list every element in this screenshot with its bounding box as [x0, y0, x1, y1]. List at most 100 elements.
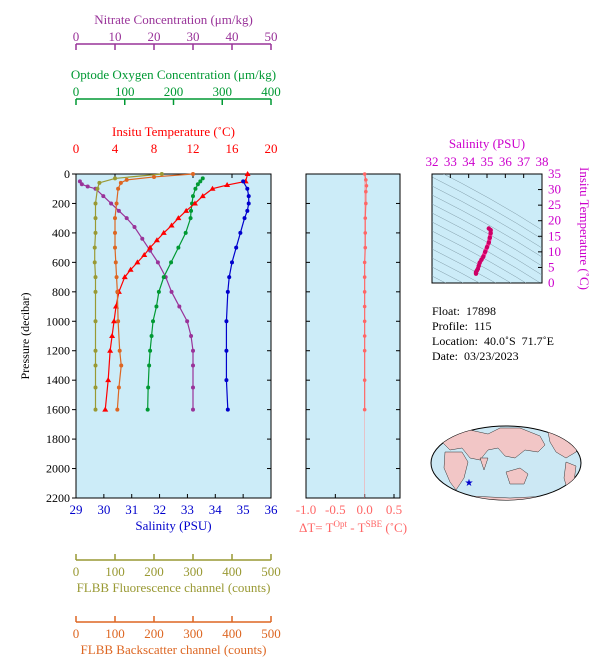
delta-t-point: [362, 260, 367, 265]
data-point: [183, 230, 188, 235]
profile-plot-area: [75, 173, 272, 499]
ts-contour: [432, 248, 497, 283]
data-point: [93, 230, 98, 235]
bottom-axis-tick-label: 29: [70, 502, 83, 517]
ts-point: [488, 230, 493, 236]
data-point: [188, 216, 193, 221]
delta-t-point: [362, 275, 367, 279]
top-axis-tick-label: 0: [73, 29, 80, 44]
float-location: Location: 40.0˚S 71.7˚E: [432, 334, 554, 348]
pressure-tick-label: 200: [52, 196, 70, 210]
ts-contour: [432, 239, 512, 283]
bottom-axis-tick-label: 100: [105, 564, 125, 579]
ts-contour: [432, 194, 542, 258]
data-point: [147, 363, 152, 368]
bottom-axis-tick-label: 400: [222, 564, 242, 579]
pressure-tick-label: 1600: [46, 403, 70, 417]
world-map: ★: [430, 425, 582, 501]
data-point: [147, 244, 154, 250]
data-point: [193, 186, 198, 191]
data-point: [200, 176, 205, 181]
pressure-axis-label: Pressure (decibar): [18, 293, 32, 380]
pressure-tick-label: 1000: [46, 314, 70, 328]
data-point: [140, 236, 145, 241]
delta-t-tick-label: 0.5: [386, 502, 402, 517]
data-point: [124, 177, 129, 182]
delta-t-point: [363, 245, 368, 250]
data-point: [189, 208, 194, 213]
ts-point: [486, 240, 492, 245]
data-point: [183, 207, 190, 213]
ts-ytick-label: 0: [548, 275, 555, 290]
delta-t-point: [364, 201, 368, 206]
data-point: [134, 259, 141, 265]
bottom-axis-tick-label: 0: [73, 564, 80, 579]
delta-t-point: [364, 183, 369, 188]
data-point: [152, 174, 156, 179]
pressure-tick-label: 2200: [46, 491, 70, 505]
data-point: [127, 266, 134, 272]
data-point: [225, 407, 230, 412]
ts-contour: [432, 275, 447, 283]
delta-t-point: [362, 407, 367, 412]
pressure-tick-label: 600: [52, 255, 70, 269]
bottom-axis-tick-label: 0: [73, 626, 80, 641]
data-point: [169, 289, 174, 294]
data-point: [101, 194, 106, 199]
data-point: [244, 171, 251, 176]
data-point: [77, 179, 82, 184]
top-axis-tick-label: 8: [151, 141, 158, 156]
top-axis-tick-label: 10: [109, 29, 122, 44]
delta-t-tick-label: -1.0: [296, 502, 317, 517]
data-point: [154, 304, 159, 309]
top-axis-tick-label: 50: [265, 29, 278, 44]
data-point: [111, 318, 118, 324]
data-point: [116, 186, 121, 191]
data-point: [169, 260, 174, 265]
delta-t-point: [362, 334, 367, 338]
ts-point: [482, 249, 488, 255]
ts-ytick-label: 20: [548, 213, 561, 228]
data-point: [93, 363, 98, 368]
ts-y-axis-label: Insitu Temperature (˚C): [577, 167, 592, 290]
data-point: [199, 193, 206, 199]
bottom-axis-tick-label: 31: [125, 502, 138, 517]
data-point: [246, 194, 251, 199]
map-land-india: [479, 457, 489, 471]
ts-xtick-label: 35: [481, 154, 494, 169]
data-point: [191, 363, 195, 368]
ts-ytick-label: 35: [548, 166, 561, 181]
data-point: [242, 216, 247, 221]
top-axis-tick-label: 30: [187, 29, 200, 44]
delta-t-point: [362, 290, 367, 294]
data-point: [116, 208, 121, 213]
bottom-axis-tick-label: 300: [183, 564, 203, 579]
data-point: [189, 334, 194, 338]
pressure-tick-label: 800: [52, 285, 70, 299]
data-point: [148, 348, 153, 353]
data-point: [102, 406, 109, 412]
data-point: [93, 201, 98, 206]
delta-t-point: [362, 319, 367, 324]
data-point: [79, 182, 84, 187]
ts-ytick-label: 5: [548, 259, 555, 274]
data-point: [175, 215, 182, 221]
pressure-tick-label: 0: [64, 167, 70, 181]
map-land-eurasia: [439, 427, 546, 461]
data-point: [185, 319, 190, 324]
data-point: [191, 172, 195, 176]
data-point: [234, 245, 239, 250]
ts-contour: [432, 176, 542, 240]
top-axis-tick-label: 20: [265, 141, 278, 156]
data-point: [121, 274, 128, 280]
bottom-axis-label: FLBB Fluorescence channel (counts): [77, 580, 271, 595]
bottom-axis-tick-label: 36: [265, 502, 279, 517]
ts-x-axis-label: Salinity (PSU): [449, 136, 525, 151]
data-point: [191, 348, 195, 353]
ts-ytick-label: 25: [548, 197, 561, 212]
ts-ytick-label: 30: [548, 182, 561, 197]
delta-t-point: [364, 178, 368, 182]
data-point: [149, 334, 154, 338]
ts-point: [487, 235, 492, 241]
ts-contour: [432, 221, 541, 283]
